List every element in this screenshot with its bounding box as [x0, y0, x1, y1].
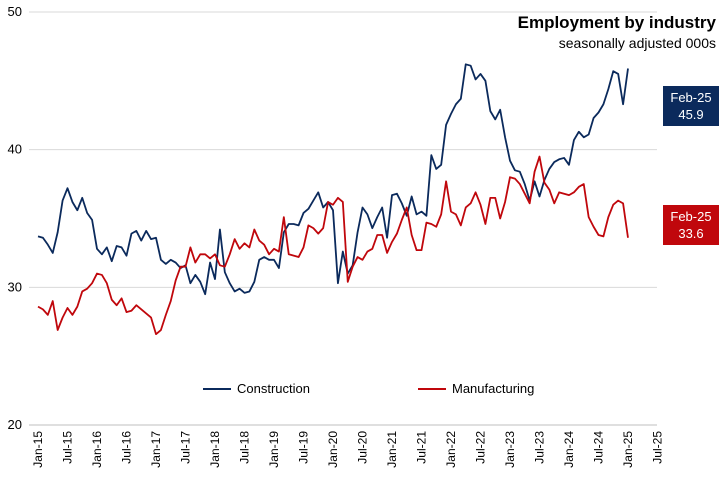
legend-item-manufacturing: Manufacturing: [418, 381, 534, 396]
legend-swatch-manufacturing: [418, 387, 446, 390]
x-tick-label: Jan-24: [562, 431, 576, 468]
y-tick-label: 40: [8, 142, 22, 157]
y-tick-label: 30: [8, 279, 22, 294]
x-tick-label: Jul-24: [592, 431, 606, 464]
gridlines: [29, 11, 657, 288]
manufacturing-callout: Feb-25 33.6: [663, 205, 719, 245]
legend-item-construction: Construction: [203, 381, 310, 396]
x-tick-label: Jul-19: [297, 431, 311, 464]
x-tick-label: Jan-23: [503, 431, 517, 468]
chart-title: Employment by industry: [517, 13, 716, 32]
x-tick-label: Jan-16: [90, 431, 104, 468]
legend-label-manufacturing: Manufacturing: [452, 381, 535, 396]
x-tick-label: Jan-25: [621, 431, 635, 468]
x-tick-label: Jan-20: [326, 431, 340, 468]
series-line-manufacturing: [37, 155, 629, 336]
x-tick-label: Jan-21: [385, 431, 399, 468]
y-tick-label: 20: [8, 417, 22, 432]
y-tick-label: 50: [8, 4, 22, 19]
construction-callout-value: 45.9: [678, 107, 704, 122]
legend-swatch-construction: [203, 387, 231, 390]
manufacturing-callout-value: 33.6: [678, 226, 704, 241]
x-tick-label: Jul-18: [238, 431, 252, 464]
x-tick-label: Jul-20: [356, 431, 370, 464]
manufacturing-callout-date: Feb-25: [670, 209, 712, 224]
legend-label-construction: Construction: [237, 381, 310, 396]
chart-subtitle: seasonally adjusted 000s: [558, 35, 716, 51]
x-tick-label: Jul-22: [474, 431, 488, 464]
construction-callout: Feb-25 45.9: [663, 86, 719, 126]
x-tick-label: Jul-23: [533, 431, 547, 464]
x-tick-label: Jan-18: [208, 431, 222, 468]
x-tick-label: Jan-22: [444, 431, 458, 468]
x-tick-label: Jan-17: [149, 431, 163, 468]
x-tick-label: Jul-25: [651, 431, 665, 464]
x-tick-label: Jul-15: [61, 431, 75, 464]
series-layer: [37, 63, 629, 336]
x-tick-label: Jul-17: [179, 431, 193, 464]
series-line-construction: [37, 63, 629, 296]
x-tick-label: Jul-16: [120, 431, 134, 464]
x-tick-label: Jul-21: [415, 431, 429, 464]
x-tick-label: Jan-19: [267, 431, 281, 468]
construction-callout-date: Feb-25: [670, 90, 712, 105]
y-axis-ticks: 20 30 40 50: [8, 4, 22, 432]
x-tick-label: Jan-15: [31, 431, 45, 468]
x-axis-ticks: Jan-15 Jul-15 Jan-16 Jul-16 Jan-17 Jul-17 Jan-…: [31, 431, 665, 468]
